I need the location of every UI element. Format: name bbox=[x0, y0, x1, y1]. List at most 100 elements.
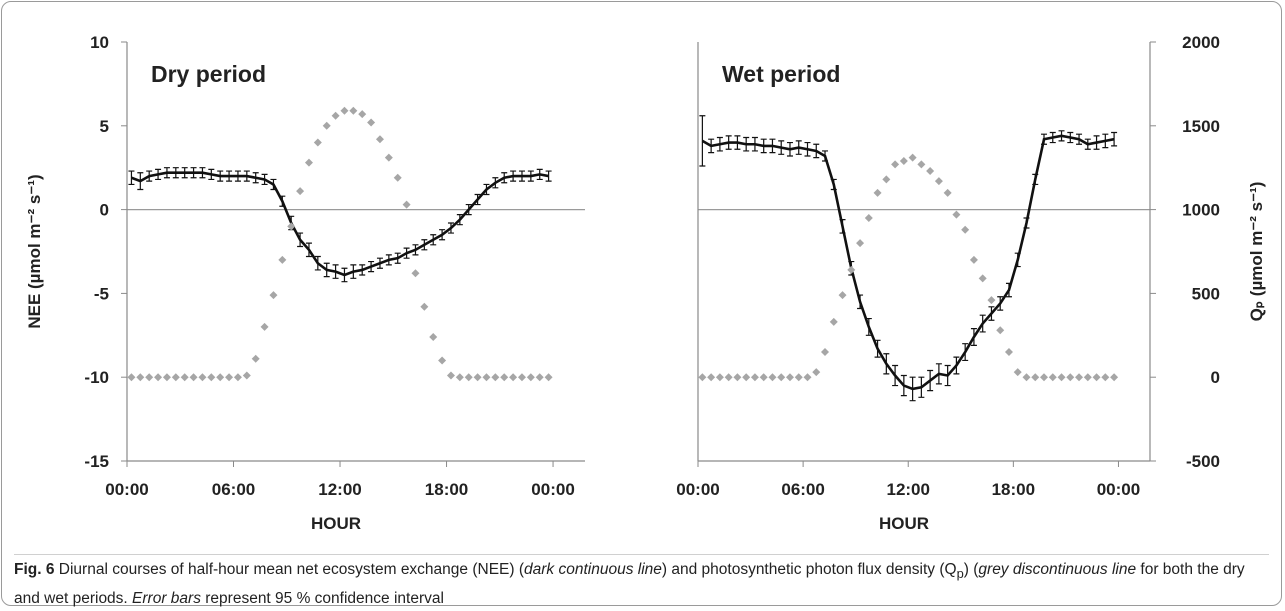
x-tick-label: 06:00 bbox=[781, 480, 824, 499]
error-bar bbox=[465, 203, 472, 216]
error-bar bbox=[412, 244, 419, 256]
error-bar bbox=[332, 264, 339, 279]
error-bar bbox=[394, 252, 401, 264]
qp-point bbox=[794, 373, 803, 382]
error-bar bbox=[699, 115, 706, 167]
error-bar bbox=[935, 363, 942, 385]
error-bar bbox=[1102, 133, 1109, 149]
qp-point bbox=[313, 138, 322, 147]
x-tick-label: 00:00 bbox=[105, 480, 148, 499]
qp-point bbox=[402, 200, 411, 209]
error-bar bbox=[243, 170, 250, 182]
error-bar bbox=[359, 264, 366, 276]
error-bar bbox=[430, 234, 437, 246]
x-tick-label: 12:00 bbox=[886, 480, 929, 499]
error-bar bbox=[1111, 131, 1118, 147]
error-bar bbox=[1058, 130, 1065, 142]
error-bar bbox=[341, 267, 348, 283]
error-bar bbox=[439, 229, 446, 241]
caption-text: Error bars bbox=[132, 590, 201, 608]
error-bar bbox=[1093, 135, 1100, 150]
error-bar bbox=[857, 294, 864, 310]
error-bar bbox=[1041, 133, 1048, 145]
qp-point bbox=[278, 255, 287, 264]
qp-point bbox=[171, 373, 180, 382]
error-bar bbox=[518, 170, 525, 182]
error-bar bbox=[234, 170, 241, 182]
caption-text: dark continuous line bbox=[524, 561, 662, 578]
error-bar bbox=[137, 172, 144, 191]
qp-point bbox=[715, 373, 724, 382]
qp-point bbox=[943, 188, 952, 197]
qp-point bbox=[812, 368, 821, 377]
y2-tick-label: -500 bbox=[1186, 452, 1220, 471]
qp-point bbox=[1040, 373, 1049, 382]
qp-point bbox=[544, 373, 553, 382]
qp-point bbox=[225, 373, 234, 382]
error-bar bbox=[536, 168, 543, 181]
qp-point bbox=[1110, 373, 1119, 382]
qp-point bbox=[821, 348, 830, 357]
error-bar bbox=[474, 193, 481, 206]
qp-point bbox=[393, 173, 402, 182]
error-bar bbox=[1076, 133, 1083, 145]
qp-point bbox=[367, 118, 376, 127]
qp-point bbox=[838, 291, 847, 300]
qp-point bbox=[180, 373, 189, 382]
qp-point bbox=[482, 373, 491, 382]
qp-point bbox=[207, 373, 216, 382]
qp-point bbox=[707, 373, 716, 382]
qp-point bbox=[1092, 373, 1101, 382]
qp-point bbox=[331, 111, 340, 120]
error-bar bbox=[385, 254, 392, 266]
x-tick-label: 00:00 bbox=[676, 480, 719, 499]
error-bar bbox=[181, 167, 188, 179]
qp-point bbox=[145, 373, 154, 382]
error-bar bbox=[1023, 217, 1030, 229]
error-bar bbox=[314, 255, 321, 271]
qp-point bbox=[724, 373, 733, 382]
chart: 00:00 06:00 12:00 18:00 00:00 -15 -10 -5 0 5 10 Dry… bbox=[25, 33, 1266, 533]
error-bar bbox=[252, 172, 259, 184]
error-bar bbox=[297, 232, 304, 248]
x-tick-label: 12:00 bbox=[318, 480, 361, 499]
qp-point bbox=[952, 210, 961, 219]
error-bar bbox=[813, 143, 820, 159]
panel-title: Dry period bbox=[151, 61, 266, 87]
x-axis-label: HOUR bbox=[311, 514, 361, 533]
error-bar bbox=[226, 170, 233, 182]
error-bar bbox=[527, 170, 534, 182]
qp-point bbox=[1066, 373, 1075, 382]
caption-text: ) ( bbox=[963, 561, 979, 578]
error-bar bbox=[734, 135, 741, 150]
error-bar bbox=[261, 173, 268, 186]
y2-tick-label: 1000 bbox=[1182, 201, 1220, 220]
qp-point bbox=[899, 156, 908, 165]
qp-point bbox=[233, 373, 242, 382]
error-bar bbox=[305, 242, 312, 258]
qp-point bbox=[269, 291, 278, 300]
error-bar bbox=[892, 364, 899, 387]
qp-point bbox=[847, 265, 856, 274]
qp-point bbox=[1022, 373, 1031, 382]
qp-point bbox=[750, 373, 759, 382]
y2-tick-label: 500 bbox=[1192, 284, 1220, 303]
caption: Fig. 6 Diurnal courses of half-hour mean… bbox=[14, 554, 1269, 611]
qp-point bbox=[349, 106, 358, 115]
error-bar bbox=[962, 343, 969, 362]
error-bar bbox=[456, 214, 463, 226]
qp-point bbox=[856, 239, 865, 248]
qp-point bbox=[251, 354, 260, 363]
qp-point bbox=[411, 269, 420, 278]
nee-line bbox=[130, 171, 549, 277]
y2-tick-label: 2000 bbox=[1182, 33, 1220, 52]
error-bar bbox=[217, 170, 224, 182]
qp-point bbox=[934, 177, 943, 186]
qp-point bbox=[384, 153, 393, 162]
error-bar bbox=[1067, 131, 1074, 144]
caption-text: p bbox=[956, 566, 964, 582]
qp-point bbox=[1075, 373, 1084, 382]
caption-text: for both the dry and wet periods. bbox=[14, 561, 1245, 608]
error-bar bbox=[447, 222, 454, 234]
caption-text: represent 95 % confidence interval bbox=[200, 590, 444, 608]
